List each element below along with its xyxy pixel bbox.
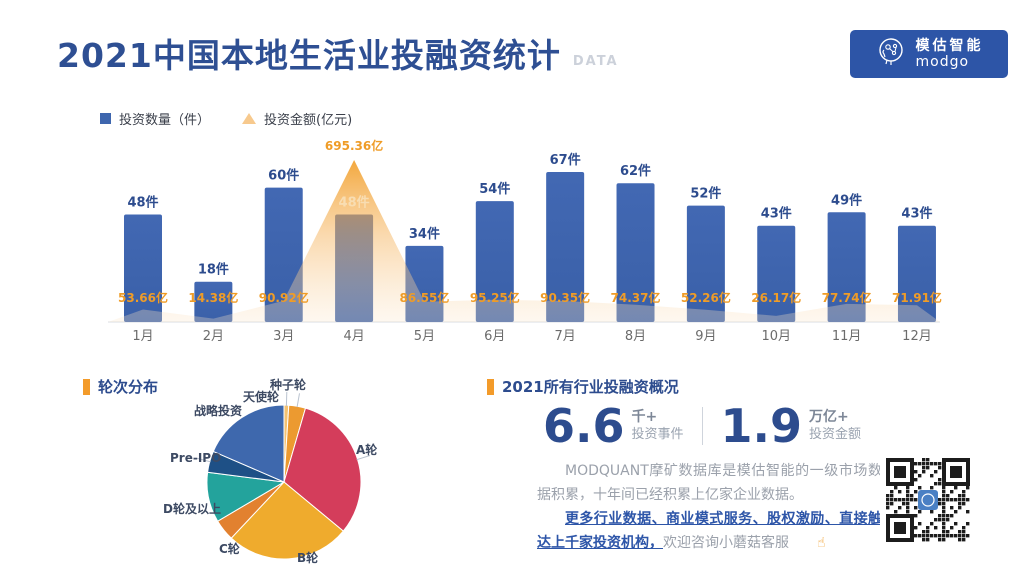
month-label: 7月 <box>555 329 576 344</box>
count-label: 43件 <box>901 206 932 222</box>
bar-12月 <box>897 225 936 322</box>
bar-9月 <box>686 205 725 322</box>
pie-leader-line <box>296 393 300 408</box>
page-title: 2021中国本地生活业投融资统计 <box>57 36 561 75</box>
amount-label: 26.17亿 <box>751 290 801 305</box>
promo-paragraph: 更多行业数据、商业模式服务、股权激励、直接触达上千家投资机构，欢迎咨询小蘑菇客服… <box>537 507 882 555</box>
brand-name-en: modgo <box>915 54 970 70</box>
bar-10月 <box>757 225 796 322</box>
stat-investment-events: 6.6 千+ 投资事件 <box>543 403 684 449</box>
brand-name-cn: 模估智能 <box>915 37 984 54</box>
funding-round-pie-chart <box>197 391 371 560</box>
bar-series-label: 投资数量（件） <box>119 113 211 128</box>
count-label: 67件 <box>550 152 581 168</box>
pie-leader-line <box>356 455 371 461</box>
stat-label: 投资事件 <box>631 426 684 442</box>
month-label: 12月 <box>902 329 932 344</box>
promo-highlight: 更多行业数据、商业模式服务、股权激励、直接触达上千家投资机构， <box>537 511 882 551</box>
month-label: 9月 <box>695 329 716 344</box>
stat-investment-amount: 1.9 万亿+ 投资金额 <box>721 403 862 449</box>
bar-7月 <box>546 172 585 322</box>
stat-value: 1.9 <box>720 399 803 453</box>
qr-code-image <box>886 458 970 542</box>
monthly-investment-chart: 48件 18件 60件 48件 34件 54件 67件 62件 52件 43件 49件 43件 53.6… <box>108 138 942 344</box>
count-label: 43件 <box>761 206 792 222</box>
pie-label-strategic: 战略投资 <box>194 404 243 418</box>
bar-11月 <box>827 212 866 322</box>
round-distribution-title: 轮次分布 <box>98 378 159 396</box>
promo-rest: 欢迎咨询小蘑菇客服 <box>663 535 789 551</box>
month-label: 3月 <box>273 329 294 344</box>
bar-1月 <box>124 214 162 322</box>
bar-series-swatch-icon <box>100 113 111 124</box>
count-label: 48件 <box>127 195 158 211</box>
pie-label-b-round: B轮 <box>297 551 319 565</box>
pie-label-c-round: C轮 <box>219 542 240 556</box>
stat-label: 投资金额 <box>809 426 862 442</box>
month-label: 2月 <box>203 329 224 344</box>
overview-title: 2021所有行业投融资概况 <box>502 378 679 396</box>
amount-label: 695.36亿 <box>325 138 383 153</box>
bar-2月 <box>194 281 233 322</box>
amount-label: 74.37亿 <box>611 290 661 305</box>
amount-label: 90.92亿 <box>259 290 309 305</box>
pie-label-angel: 天使轮 <box>243 390 280 404</box>
count-label: 48件 <box>339 195 370 211</box>
pie-slice-战略投资 <box>212 404 285 483</box>
count-label: 52件 <box>690 186 721 202</box>
month-label: 6月 <box>484 329 505 344</box>
count-label: 60件 <box>268 168 299 184</box>
overview-description: MODQUANT摩矿数据库是模估智能的一级市场数据积累，十年间已经积累上亿家企业… <box>537 459 882 555</box>
amount-label: 53.66亿 <box>118 290 168 305</box>
count-label: 54件 <box>479 181 510 197</box>
area-series-label: 投资金额(亿元) <box>264 113 353 128</box>
pie-slice-B轮 <box>230 481 345 560</box>
count-label: 18件 <box>198 262 229 278</box>
count-label: 34件 <box>409 226 440 242</box>
amount-label: 95.25亿 <box>470 290 520 305</box>
month-label: 10月 <box>761 329 791 344</box>
month-label: 5月 <box>414 329 435 344</box>
area-series <box>108 160 940 322</box>
amount-label: 90.35亿 <box>540 290 590 305</box>
amount-label: 71.91亿 <box>892 290 942 305</box>
brand-text: 模估智能 modgo <box>916 38 984 70</box>
overview-stats: 6.6 千+ 投资事件 1.9 万亿+ 投资金额 <box>543 403 861 449</box>
qr-code <box>880 453 976 561</box>
amount-label: 14.38亿 <box>188 290 238 305</box>
pie-label-seed: 种子轮 <box>270 378 307 392</box>
brand-logo: 模估智能 modgo <box>850 30 1008 78</box>
bar-6月 <box>475 201 514 322</box>
stat-unit: 万亿+ <box>809 409 849 426</box>
section-marker-icon <box>83 378 90 395</box>
area-series-swatch-icon <box>242 113 257 124</box>
overview-header: 2021所有行业投融资概况 <box>487 376 679 397</box>
month-label: 11月 <box>832 329 862 344</box>
pointer-hand-icon: ☝ <box>817 535 826 551</box>
amount-label: 77.74亿 <box>822 290 872 305</box>
data-tag: DATA <box>572 54 619 70</box>
month-label: 1月 <box>132 329 153 344</box>
chart-legend: 投资数量（件） 投资金额(亿元) <box>100 109 352 128</box>
pie-label-pre-ipo: Pre-IPO <box>170 451 222 465</box>
pie-label-a-round: A轮 <box>356 443 378 457</box>
month-label: 4月 <box>343 329 364 344</box>
stat-value: 6.6 <box>543 399 625 453</box>
month-label: 8月 <box>625 329 646 344</box>
pie-leader-line <box>197 457 211 463</box>
description-paragraph: MODQUANT摩矿数据库是模估智能的一级市场数据积累，十年间已经积累上亿家企业… <box>537 463 882 503</box>
amount-label: 52.26亿 <box>681 290 731 305</box>
count-label: 49件 <box>831 192 862 208</box>
round-distribution-header: 轮次分布 <box>83 376 158 397</box>
section-marker-icon <box>487 378 494 395</box>
bar-8月 <box>616 183 655 322</box>
page-header: 2021中国本地生活业投融资统计 DATA <box>57 36 619 75</box>
brand-head-icon <box>875 35 907 73</box>
pie-label-d-round: D轮及以上 <box>163 502 221 516</box>
count-label: 62件 <box>620 163 651 179</box>
stats-divider <box>701 407 703 445</box>
stat-unit: 千+ <box>631 409 658 426</box>
amount-label: 86.55亿 <box>399 290 449 305</box>
